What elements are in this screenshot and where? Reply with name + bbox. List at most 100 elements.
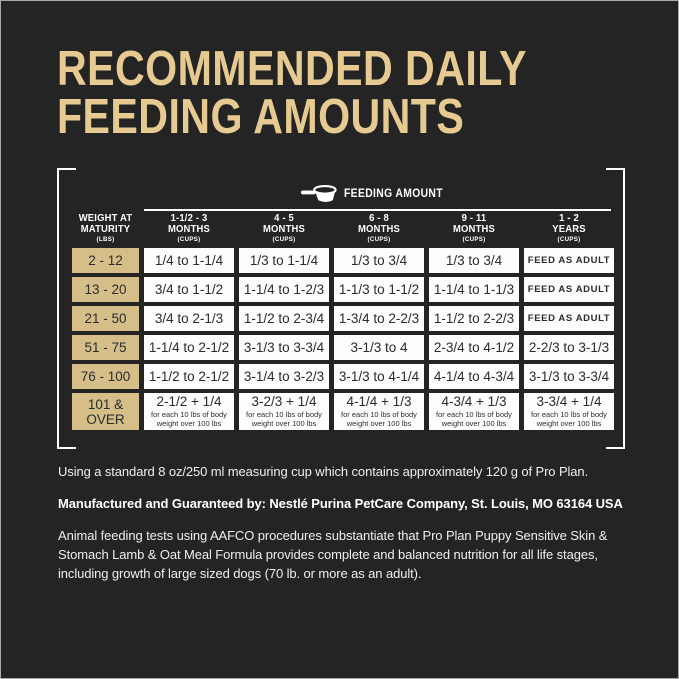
feeding-value: 3-1/3 to 4 [350,339,408,355]
feeding-value-cell: 3-1/3 to 3-3/4 [524,364,614,389]
feeding-value: 4-1/4 to 4-3/4 [433,368,515,384]
header-unit: (CUPS) [272,236,296,243]
feeding-value: FEED AS ADULT [527,312,611,324]
age-column-header-4: 9 - 11 MONTHS (CUPS) [429,212,519,244]
aafco-note: Animal feeding tests using AAFCO procedu… [58,528,608,581]
manufacturer-note: Manufactured and Guaranteed by: Nestlé P… [58,496,623,511]
feeding-value-subnote: for each 10 lbs of body weight over 100 … [151,410,227,428]
feeding-value: 1-1/3 to 1-1/2 [338,281,420,297]
header-line: 6 - 8 [369,212,389,224]
frame-right-line [623,168,625,449]
feeding-value: 1/3 to 3/4 [445,252,503,268]
feeding-value-cell: 3-1/4 to 3-2/3 [239,364,329,389]
header-line: MONTHS [262,223,306,235]
feeding-value-cell: 3-1/3 to 4 [334,335,424,360]
feeding-value: 1-1/4 to 1-1/3 [433,281,515,297]
frame-corner-bottom-left [57,447,76,449]
weight-column-header: WEIGHT AT MATURITY (LBS) [72,213,139,244]
frame-left-line [57,168,59,449]
header-line: MONTHS [167,223,211,235]
feeding-value-cell: FEED AS ADULT [524,277,614,302]
weight-cell: 2 - 12 [72,248,139,273]
feeding-value-cell: 4-1/4 to 4-3/4 [429,364,519,389]
title-line-2: FEEDING AMOUNTS [57,90,465,144]
age-column-header-3: 6 - 8 MONTHS (CUPS) [334,212,424,244]
header-unit: (CUPS) [177,236,201,243]
feeding-value: 1-1/2 to 2-1/2 [148,368,230,384]
weight-cell: 51 - 75 [72,335,139,360]
measuring-cup-icon [301,185,337,202]
feeding-value-cell: 1-1/4 to 1-2/3 [239,277,329,302]
feeding-value-cell: 3-1/3 to 4-1/4 [334,364,424,389]
feeding-value-cell: 2-1/2 + 1/4 for each 10 lbs of body weigh… [144,393,234,430]
header-unit: (CUPS) [557,236,581,243]
weight-cell: 101 & OVER [72,393,139,430]
feeding-value-cell: 1/3 to 3/4 [429,248,519,273]
feeding-value: 3-1/3 to 3-3/4 [243,339,325,355]
feeding-value: 1-3/4 to 2-2/3 [338,310,420,326]
feeding-value-subnote: for each 10 lbs of body weight over 100 … [246,410,322,428]
feeding-amount-label: FEEDING AMOUNT [344,188,443,200]
feeding-value-cell: 3-3/4 + 1/4 for each 10 lbs of body weigh… [524,393,614,430]
feeding-value: 3-1/4 to 3-2/3 [243,368,325,384]
weight-cell: 21 - 50 [72,306,139,331]
feeding-value: 2-1/2 + 1/4 [156,394,222,409]
feeding-value: 3-1/3 to 4-1/4 [338,368,420,384]
feeding-value: 1/4 to 1-1/4 [154,252,224,268]
feeding-value: 1-1/2 to 2-2/3 [433,310,515,326]
feeding-value: 3-1/3 to 3-3/4 [528,368,610,384]
title-line-1: RECOMMENDED DAILY [57,42,527,96]
feeding-value-cell: 1-1/4 to 2-1/2 [144,335,234,360]
feeding-value-cell: 4-1/4 + 1/3 for each 10 lbs of body weigh… [334,393,424,430]
header-line: 4 - 5 [274,212,294,224]
measuring-cup-note: Using a standard 8 oz/250 ml measuring c… [58,464,589,479]
feeding-value-subnote: for each 10 lbs of body weight over 100 … [531,410,607,428]
frame-corner-bottom-right [606,447,625,449]
feeding-value-cell: 1/4 to 1-1/4 [144,248,234,273]
feeding-value-cell: 1/3 to 3/4 [334,248,424,273]
feeding-value-cell: 1-1/3 to 1-1/2 [334,277,424,302]
header-line: MONTHS [452,223,496,235]
feeding-value-cell: 3-2/3 + 1/4 for each 10 lbs of body weigh… [239,393,329,430]
feeding-value-cell: 3/4 to 1-1/2 [144,277,234,302]
feeding-value-subnote: for each 10 lbs of body weight over 100 … [436,410,512,428]
header-line: MONTHS [357,223,401,235]
feeding-value-cell: 1-1/4 to 1-1/3 [429,277,519,302]
weight-cell: 76 - 100 [72,364,139,389]
header-unit: (CUPS) [367,236,391,243]
feeding-value: 3-3/4 + 1/4 [536,394,602,409]
feeding-value: 3-2/3 + 1/4 [251,394,317,409]
page-title: RECOMMENDED DAILY FEEDING AMOUNTS [57,42,616,144]
age-column-header-2: 4 - 5 MONTHS (CUPS) [239,212,329,244]
age-column-header-1: 1-1/2 - 3 MONTHS (CUPS) [144,213,234,244]
table-body: 2 - 12 1/4 to 1-1/4 1/3 to 1-1/4 1/3 to 3/4… [72,248,614,430]
feeding-value: FEED AS ADULT [527,254,611,266]
column-headers: WEIGHT AT MATURITY (LBS) 1-1/2 - 3 MONTHS (CU… [72,211,614,245]
feeding-value-cell: 2-2/3 to 3-1/3 [524,335,614,360]
feeding-value: 3/4 to 2-1/3 [154,310,224,326]
header-rule [144,209,611,211]
feeding-value: FEED AS ADULT [527,283,611,295]
feeding-value-cell: FEED AS ADULT [524,306,614,331]
feeding-value-cell: 1/3 to 1-1/4 [239,248,329,273]
header-line: 1 - 2 [559,212,579,224]
header-line: MATURITY [80,223,131,235]
header-unit: (LBS) [96,236,115,243]
feeding-value-cell: 3-1/3 to 3-3/4 [239,335,329,360]
feeding-value: 4-1/4 + 1/3 [346,394,412,409]
feeding-amount-header: FEEDING AMOUNT [144,181,611,207]
frame-corner-top-left [57,168,76,170]
feeding-value: 4-3/4 + 1/3 [441,394,507,409]
feeding-table-frame: FEEDING AMOUNT WEIGHT AT MATURITY (LBS) 1-1… [57,168,625,449]
feeding-value: 1-1/4 to 2-1/2 [148,339,230,355]
feeding-value-subnote: for each 10 lbs of body weight over 100 … [341,410,417,428]
age-column-header-5: 1 - 2 YEARS (CUPS) [524,212,614,244]
frame-corner-top-right [606,168,625,170]
feeding-value-cell: 1-1/2 to 2-1/2 [144,364,234,389]
feeding-value-cell: 3/4 to 2-1/3 [144,306,234,331]
weight-cell: 13 - 20 [72,277,139,302]
header-unit: (CUPS) [462,236,486,243]
header-line: 9 - 11 [461,212,487,224]
feeding-value: 3/4 to 1-1/2 [154,281,224,297]
